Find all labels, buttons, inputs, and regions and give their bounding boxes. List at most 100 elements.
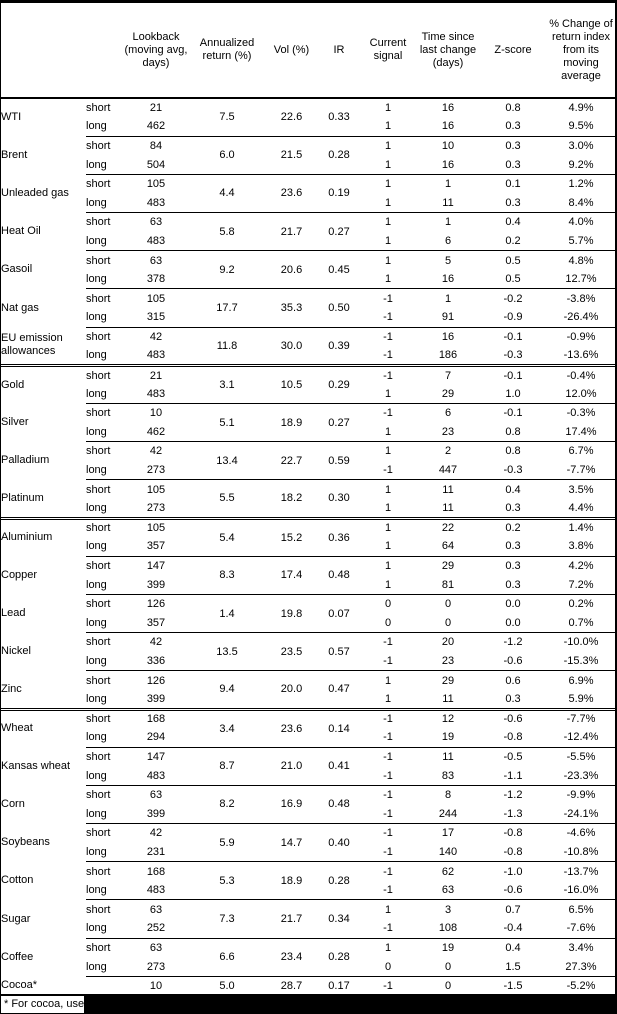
time-since-value: 64 (441, 540, 455, 553)
ir-value: 0.33 (328, 111, 350, 124)
time-since-value: 20 (417, 632, 479, 652)
pct-change-value: -7.7% (547, 707, 615, 729)
table-row: Zinc short 126 9.4 20.0 0.47 1 29 0.6 6.9% (1, 670, 615, 709)
ir-value: 0.36 (319, 516, 359, 557)
vol-value: 21.7 (264, 212, 319, 251)
pct-change-value: 0.2% (547, 593, 615, 614)
horizon-label: short (86, 363, 122, 385)
signal-value: -1 (359, 861, 417, 881)
horizon-label: long (86, 692, 107, 705)
lookback-value: 84 (122, 135, 190, 156)
annualized-return-value: 11.8 (190, 326, 264, 366)
commodity-name: Gasoil (1, 263, 33, 276)
signal-value: 1 (384, 578, 392, 591)
zscore-value: -0.6 (503, 884, 523, 897)
signal-value: 1 (359, 135, 417, 156)
table-row: Soybeans short 42 5.9 14.7 0.40 -1 17 -0.8 -4.6% (1, 823, 615, 862)
table-row: Nickel short 42 13.5 23.5 0.57 -1 20 -1.2 -10.0% (1, 632, 615, 671)
signal-value: 1 (359, 441, 417, 461)
table-row: Sugar short 63 7.3 21.7 0.34 1 3 0.7 6.5% (1, 899, 615, 939)
zscore-value: -0.6 (479, 707, 547, 729)
zscore-value: 0.2 (479, 516, 547, 538)
zscore-value: -1.2 (479, 632, 547, 652)
lookback-value: 399 (146, 807, 166, 820)
zscore-value: 1.5 (505, 960, 521, 973)
pct-change-value: 3.0% (547, 135, 615, 156)
signal-value: -1 (359, 975, 417, 996)
horizon-label: long (86, 425, 107, 438)
zscore-value: -0.8 (503, 731, 523, 744)
table-row: long 315 -1 91 -0.9 -26.4% (1, 308, 615, 327)
zscore-value: 0.7 (479, 899, 547, 920)
time-since-value: 29 (417, 555, 479, 576)
zscore-value: 0.3 (505, 501, 521, 514)
ir-value: 0.57 (319, 632, 359, 671)
table-row: Silver short 10 5.1 18.9 0.27 -1 6 -0.1 -0.3% (1, 402, 615, 442)
signal-value: 1 (384, 196, 392, 209)
lookback-value: 105 (122, 516, 190, 538)
lookback-value: 21 (149, 102, 163, 115)
table-row: long 483 -1 63 -0.6 -16.0% (1, 881, 615, 900)
lookback-value: 336 (146, 655, 166, 668)
horizon-label: long (86, 845, 107, 858)
table-row: long 294 -1 19 -0.8 -12.4% (1, 728, 615, 747)
commodity-name: Copper (1, 568, 38, 581)
horizon-label: short (86, 250, 122, 270)
table-row: Palladium short 42 13.4 22.7 0.59 1 2 0.8 6.7% (1, 441, 615, 480)
table-row: Gasoil short 63 9.2 20.6 0.45 1 5 0.5 4.8% (1, 250, 615, 289)
pct-change-value: 1.2% (547, 173, 615, 194)
annualized-return-value: 7.5 (219, 111, 235, 124)
signal-value: 1 (384, 120, 392, 133)
table-row: Gold short 21 3.1 10.5 0.29 -1 7 -0.1 -0.4% (1, 363, 615, 404)
signal-value: 1 (384, 387, 392, 400)
time-since-value: 19 (441, 731, 455, 744)
commodity-name: Unleaded gas (1, 186, 69, 199)
lookback-value: 483 (146, 234, 166, 247)
time-since-value: 83 (441, 769, 455, 782)
annualized-return-value: 7.3 (190, 899, 264, 939)
lookback-value: 63 (122, 212, 190, 232)
commodity-name: Cotton (1, 874, 34, 887)
lookback-value: 168 (122, 861, 190, 881)
signal-value: 1 (384, 234, 392, 247)
zscore-value: -0.6 (503, 655, 523, 668)
vol-value: 14.7 (264, 823, 319, 862)
horizon-label: short (86, 823, 122, 843)
lookback-value: 63 (122, 784, 190, 805)
table-row: Corn short 63 8.2 16.9 0.48 -1 8 -1.2 -9.9% (1, 784, 615, 824)
horizon-label: short (86, 707, 122, 729)
pct-change-value: -13.7% (547, 861, 615, 881)
signal-value: -1 (383, 655, 393, 668)
time-since-value: 447 (438, 464, 458, 477)
zscore-value: -0.4 (503, 922, 523, 935)
horizon-label: long (86, 387, 107, 400)
signal-value: -1 (359, 823, 417, 843)
time-since-value: 244 (438, 807, 458, 820)
annualized-return-value: 5.0 (190, 975, 264, 996)
lookback-value: 63 (122, 937, 190, 958)
column-header-current-signal: Current signal (359, 3, 417, 99)
signal-value: -1 (383, 845, 393, 858)
time-since-value: 29 (441, 387, 455, 400)
lookback-value: 105 (122, 479, 190, 499)
table-row: Cocoa* 10 5.0 28.7 0.17 -1 0 -1.5 -5.2% (1, 975, 615, 996)
lookback-value: 105 (122, 173, 190, 194)
horizon-label: long (86, 120, 107, 133)
footnote-text: * For cocoa, uses c (4, 998, 99, 1011)
signal-value: -1 (383, 769, 393, 782)
pct-change-value: 8.4% (568, 196, 594, 209)
table-row: long 378 1 16 0.5 12.7% (1, 270, 615, 289)
pct-change-value: -24.1% (563, 807, 599, 820)
vol-value: 30.0 (264, 326, 319, 366)
signal-value: 0 (384, 616, 392, 629)
vol-value: 16.9 (264, 784, 319, 824)
pct-change-value: 3.5% (547, 479, 615, 499)
vol-value: 28.7 (264, 975, 319, 996)
lookback-value: 273 (146, 501, 166, 514)
pct-change-value: 12.0% (565, 387, 597, 400)
time-since-value: 0 (417, 975, 479, 996)
time-since-value: 16 (441, 158, 455, 171)
horizon-label: short (86, 593, 122, 614)
pct-change-value: 17.4% (565, 425, 597, 438)
